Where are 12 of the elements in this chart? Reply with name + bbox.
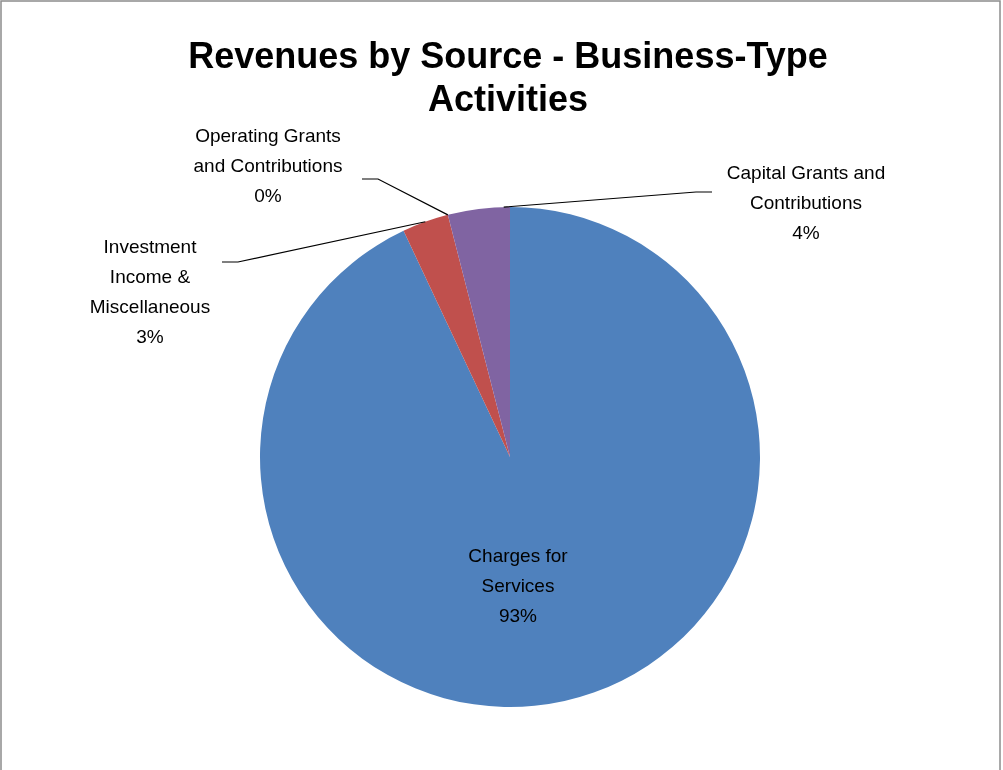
data-label: 3%	[136, 326, 164, 347]
pie-slice	[447, 207, 510, 457]
slice-label: Investment Income & Miscellaneous	[89, 236, 211, 317]
slice-label: Capital Grants and Contributions	[726, 162, 886, 213]
text: 0%	[254, 185, 282, 206]
data-label: 4%	[792, 222, 820, 243]
pie-slice	[260, 207, 760, 707]
data-label: 93%	[498, 605, 538, 626]
slice-label: Charges for Services	[468, 545, 569, 596]
pie-slice	[403, 214, 510, 457]
category-label: Operating Grants and Contributions	[193, 125, 343, 176]
chart-title: Revenues by Source - Business-Type Activities	[188, 35, 828, 119]
